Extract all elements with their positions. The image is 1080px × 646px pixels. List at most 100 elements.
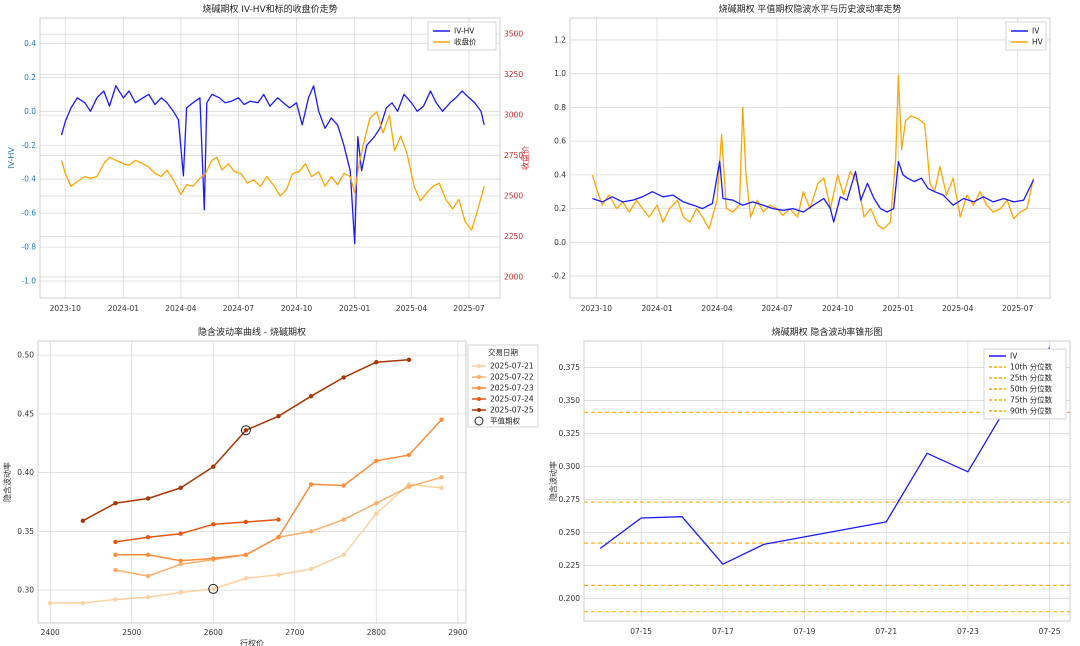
x-tick-label: 2024-10 xyxy=(822,304,854,313)
data-point xyxy=(276,414,281,419)
y-tick-label: 0.0 xyxy=(554,238,566,247)
data-point xyxy=(145,496,151,501)
legend-box xyxy=(467,344,539,428)
plot-frame xyxy=(39,17,501,299)
legend-label: 50th 分位数 xyxy=(1010,384,1053,394)
y-tick-label: 0.375 xyxy=(559,363,581,372)
data-point xyxy=(211,556,216,561)
data-point xyxy=(145,594,151,600)
data-point xyxy=(113,539,118,545)
data-point xyxy=(80,518,86,523)
x-tick-label: 07-17 xyxy=(712,627,734,636)
legend-label: 90th 分位数 xyxy=(1010,406,1053,416)
chart-iv-smile: 隐含波动率曲线 - 烧碱期权 2400 2500 2600 2700 2800 2900 0.… xyxy=(0,323,540,646)
y-tick-label: 1.0 xyxy=(554,69,566,78)
data-point xyxy=(341,552,346,558)
legend-label: 平值期权 xyxy=(490,416,520,426)
legend-atm-marker xyxy=(474,416,484,426)
data-point xyxy=(308,482,314,487)
y-tick-label: 0.250 xyxy=(559,528,581,537)
y-tick-label: 0.50 xyxy=(17,351,34,360)
series-line-2025-07-21 xyxy=(50,483,442,604)
legend-label: 2025-07-22 xyxy=(490,373,534,382)
legend-title: 交易日期 xyxy=(488,347,518,357)
x-tick-label: 2800 xyxy=(367,628,386,637)
data-point xyxy=(374,458,379,464)
data-point xyxy=(178,485,183,491)
legend-box xyxy=(427,21,497,51)
y-axis-label: IV-HV xyxy=(7,147,16,169)
data-point xyxy=(113,567,118,573)
data-point xyxy=(308,529,314,534)
x-tick-label: 2024-01 xyxy=(108,304,140,313)
y-tick-label: 0.0 xyxy=(24,107,36,116)
legend-label: IV-HV xyxy=(454,27,475,36)
y2-tick-label: 2000 xyxy=(504,272,523,281)
data-point xyxy=(308,394,314,399)
plot-frame xyxy=(583,340,1071,622)
y2-tick-label: 2500 xyxy=(504,192,523,201)
data-point xyxy=(341,517,346,522)
legend-box xyxy=(983,348,1067,420)
y-tick-label: 0.325 xyxy=(559,429,581,438)
x-tick-label: 07-21 xyxy=(875,627,897,636)
legend-label: 2025-07-21 xyxy=(490,362,534,371)
y-tick-label: 0.30 xyxy=(17,586,34,595)
data-point xyxy=(113,597,118,602)
legend-label: 2025-07-24 xyxy=(490,395,534,404)
y-tick-label: 0.225 xyxy=(559,561,581,570)
legend-label: 2025-07-25 xyxy=(490,406,534,415)
y-tick-label: 0.4 xyxy=(554,170,566,179)
x-tick-label: 07-15 xyxy=(630,627,652,636)
data-point xyxy=(374,500,379,506)
x-tick-label: 2023-10 xyxy=(50,304,82,313)
y-tick-label: 0.200 xyxy=(559,594,581,603)
x-tick-label: 2025-01 xyxy=(883,304,915,313)
legend-marker xyxy=(477,375,481,379)
x-tick-label: 07-23 xyxy=(957,627,979,636)
data-point xyxy=(406,357,412,362)
y-axis-label: 隐含波动率 xyxy=(548,461,558,501)
y2-axis-label: 收盘价 xyxy=(520,146,530,170)
data-point xyxy=(439,417,444,422)
y-tick-label: -0.2 xyxy=(551,272,566,281)
plot-frame xyxy=(569,17,1051,299)
data-point xyxy=(178,590,183,595)
legend-marker xyxy=(477,364,481,368)
x-axis-label: 行权价 xyxy=(240,638,264,646)
data-point xyxy=(48,600,53,606)
y-tick-label: 0.275 xyxy=(559,495,581,504)
data-point xyxy=(145,535,151,540)
chart-iv-hv-price: 烧碱期权 IV-HV和标的收盘价走势 2023-10 2024-01 2024-04 2… xyxy=(0,0,540,323)
legend-label: 25th 分位数 xyxy=(1010,373,1053,383)
y2-tick-label: 2250 xyxy=(504,232,523,241)
series-line-close-price xyxy=(60,111,485,231)
y-tick-label: -0.8 xyxy=(21,243,36,252)
legend-label: 2025-07-23 xyxy=(490,384,534,393)
data-point xyxy=(341,483,346,488)
x-tick-label: 2025-01 xyxy=(339,304,371,313)
x-tick-label: 2023-10 xyxy=(581,304,613,313)
y-tick-label: -1.0 xyxy=(21,277,36,286)
legend-marker xyxy=(477,386,481,390)
data-point xyxy=(178,562,183,567)
y-tick-label: 0.2 xyxy=(24,73,36,82)
atm-marker xyxy=(208,583,219,594)
y-tick-label: 0.6 xyxy=(554,137,566,146)
series-line-2025-07-22 xyxy=(115,476,442,577)
x-tick-label: 2024-01 xyxy=(641,304,673,313)
series-line-2025-07-24 xyxy=(115,518,279,543)
y-tick-label: 0.300 xyxy=(559,462,581,471)
data-point xyxy=(145,573,151,579)
data-point xyxy=(80,600,86,606)
data-point xyxy=(439,475,444,480)
y2-tick-label: 3500 xyxy=(504,30,523,39)
legend-label: IV xyxy=(1032,27,1040,36)
data-point xyxy=(341,375,346,380)
chart-title: 隐含波动率曲线 - 烧碱期权 xyxy=(198,326,306,338)
data-point xyxy=(113,500,118,506)
data-point xyxy=(276,517,281,522)
data-point xyxy=(178,531,183,536)
data-point xyxy=(113,552,118,558)
data-point xyxy=(406,452,412,458)
